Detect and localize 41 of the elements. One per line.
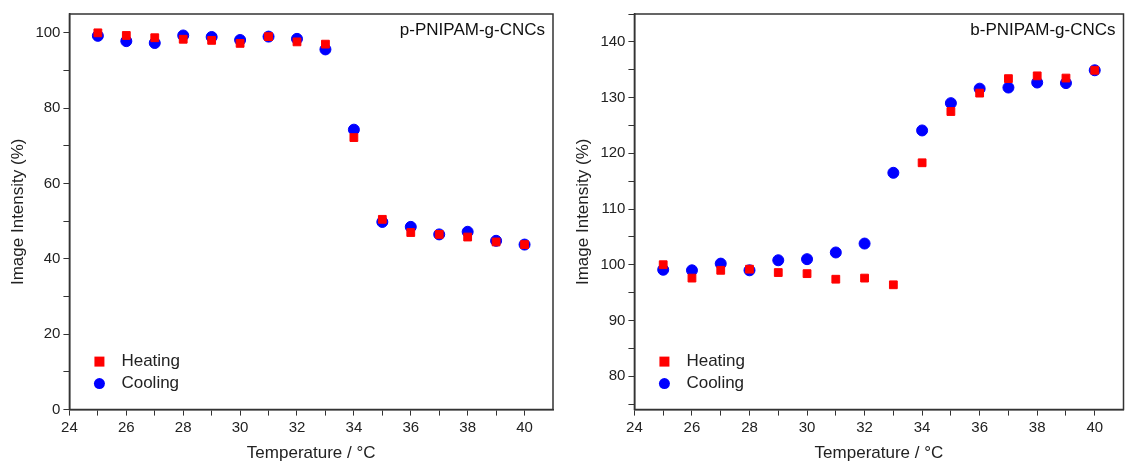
x-tick-label: 32 (856, 417, 873, 435)
x-tick-label: 38 (1028, 417, 1046, 435)
x-tick-label: 40 (1086, 417, 1104, 435)
y-tick-label: 40 (43, 249, 61, 267)
y-axis-title: Image Intensity (%) (572, 138, 592, 286)
x-tick-label: 26 (683, 417, 701, 435)
y-tick-label: 100 (600, 254, 626, 272)
y-tick-label: 80 (43, 98, 61, 116)
y-tick-label: 20 (43, 324, 61, 342)
legend-label: Cooling (121, 373, 180, 393)
x-tick-label: 36 (402, 417, 420, 435)
x-tick-label: 28 (741, 417, 758, 435)
x-axis-title: Temperature / °C (246, 443, 376, 463)
chart-title: p-PNIPAM-g-CNCs (399, 20, 545, 40)
x-tick-label: 28 (174, 417, 192, 435)
x-tick-label: 24 (61, 417, 78, 435)
legend-label: Cooling (686, 373, 745, 393)
x-tick-label: 38 (459, 417, 477, 435)
y-tick-label: 110 (601, 199, 626, 217)
y-tick-label: 140 (600, 32, 626, 49)
x-axis-title: Temperature / °C (814, 443, 944, 463)
x-tick-label: 24 (626, 417, 643, 435)
legend-label: Heating (686, 351, 746, 371)
y-tick-label: 0 (52, 399, 61, 417)
y-tick-label: 80 (608, 366, 626, 384)
y-tick-label: 130 (600, 87, 626, 105)
x-tick-label: 30 (798, 417, 816, 435)
x-tick-label: 34 (913, 417, 931, 435)
y-tick-label: 60 (43, 173, 61, 191)
y-axis-title: Image Intensity (%) (7, 138, 27, 286)
x-tick-label: 40 (516, 417, 533, 435)
y-tick-label: 120 (600, 143, 626, 161)
y-tick-label: 100 (35, 22, 61, 40)
chart-title: b-PNIPAM-g-CNCs (970, 20, 1116, 40)
x-tick-label: 30 (231, 417, 249, 435)
x-tick-label: 34 (345, 417, 363, 435)
x-tick-label: 32 (288, 417, 306, 435)
legend-label: Heating (121, 351, 181, 371)
x-tick-label: 26 (117, 417, 135, 435)
y-tick-label: 90 (608, 310, 626, 328)
x-tick-label: 36 (971, 417, 988, 435)
